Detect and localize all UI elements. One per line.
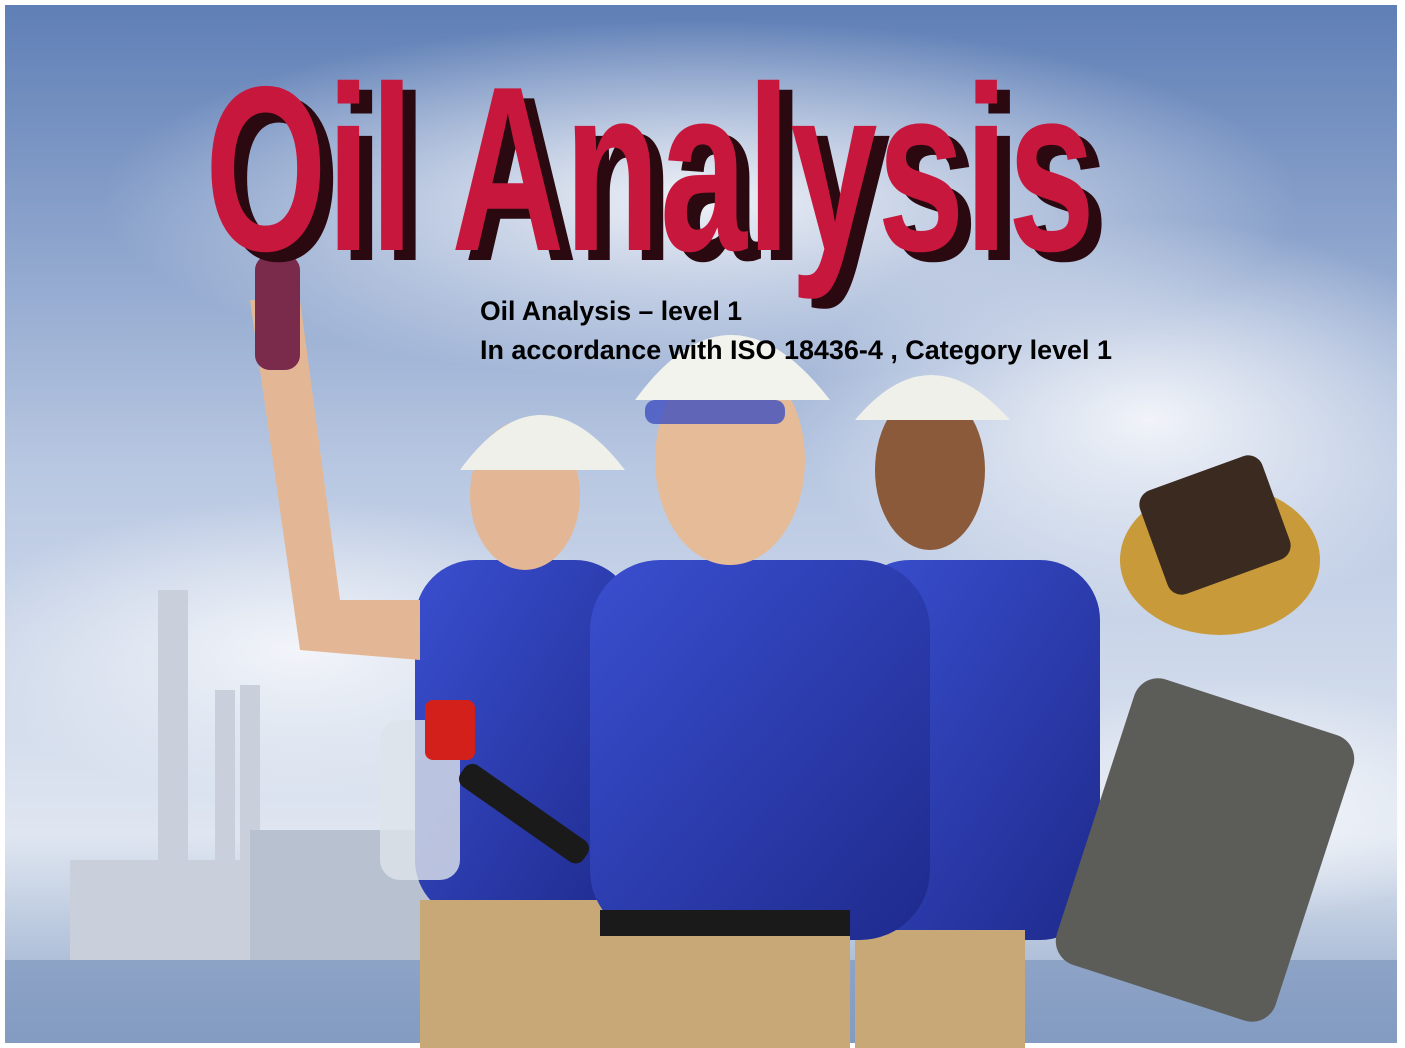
title: Oil Analysis — [205, 37, 1095, 300]
slide: Oil Analysis Oil Analysis Oil Analysis –… — [0, 0, 1405, 1048]
subtitle: Oil Analysis – level 1 — [480, 296, 742, 326]
subtitle: In accordance with ISO 18436-4 , Categor… — [480, 335, 1112, 365]
